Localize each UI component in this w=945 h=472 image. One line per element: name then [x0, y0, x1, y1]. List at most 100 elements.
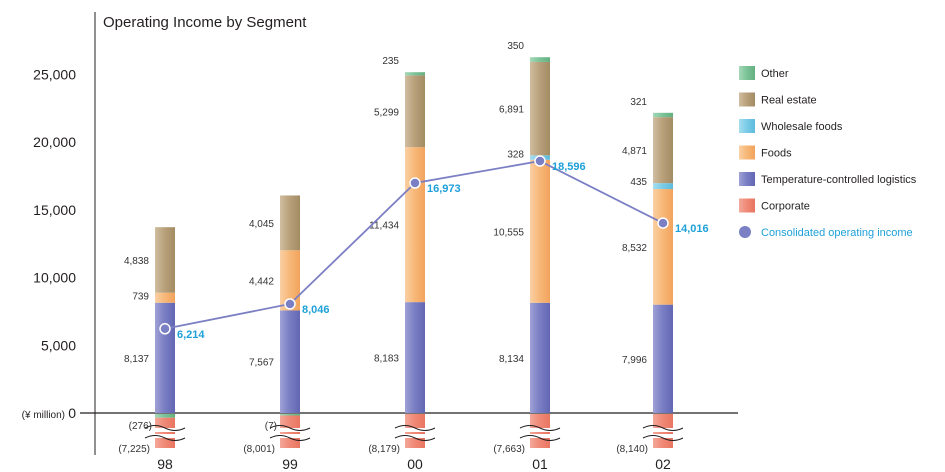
segment-value-label: 350 [507, 41, 524, 52]
legend-swatch [739, 66, 755, 80]
bars [144, 57, 684, 448]
segment-value-label: 321 [630, 97, 647, 108]
segment-value-label: 8,532 [622, 243, 647, 254]
axis-break-mark [519, 435, 561, 441]
y-tick-label: 10,000 [33, 270, 76, 286]
bar-segment-corporate [155, 417, 175, 448]
y-unit-label: (¥ million) [22, 410, 65, 421]
line-value-label: 16,973 [427, 183, 461, 195]
legend: Other Real estate Wholesale foods Foods Temp… [739, 66, 917, 239]
axis-break-mark [269, 435, 311, 441]
y-tick-label: 5,000 [41, 337, 76, 353]
bar-segment-foods [280, 250, 300, 311]
legend-label: Temperature-controlled logistics [761, 174, 917, 186]
axis-break-gap [643, 434, 683, 438]
segment-value-label: (276) [129, 421, 152, 432]
segment-value-label: 4,442 [249, 276, 274, 287]
segment-value-label: (7,225) [118, 444, 150, 455]
y-tick-label: 15,000 [33, 202, 76, 218]
bar-segment-logistics [405, 302, 425, 413]
segment-value-label: 4,871 [622, 146, 647, 157]
segment-value-label: 10,555 [493, 227, 524, 238]
axis-break-mark [144, 435, 186, 441]
bar-segment-other [405, 72, 425, 76]
segment-value-label: 8,134 [499, 354, 524, 365]
axis-break-mark [394, 425, 436, 431]
line-value-label: 18,596 [552, 161, 586, 173]
bar-segment-foods [653, 189, 673, 305]
segment-value-label: 6,891 [499, 105, 524, 116]
legend-label: Consolidated operating income [761, 227, 913, 239]
legend-label: Wholesale foods [761, 121, 843, 133]
segment-value-label: 435 [630, 177, 647, 188]
x-tick-label: 98 [157, 456, 173, 472]
legend-swatch [739, 92, 755, 107]
segment-value-label: (7,663) [493, 444, 525, 455]
x-tick-label: 00 [407, 456, 423, 472]
bar-segment-realestate [653, 117, 673, 184]
bar-segment-other [653, 112, 673, 118]
axis-break-mark [642, 435, 684, 441]
bar-segment-foods [155, 292, 175, 303]
line-point [657, 217, 669, 229]
legend-swatch-circle [739, 226, 751, 238]
legend-swatch [739, 119, 755, 133]
bar-segment-realestate [155, 227, 175, 293]
segment-labels: 8,137 739 4,838 (276) (7,225) 7,567 4,442 4,045… [118, 41, 648, 455]
axis-break-gap [395, 428, 435, 432]
bar-segment-foods [405, 147, 425, 303]
line-value-label: 8,046 [302, 304, 330, 316]
bar-segment-logistics [280, 310, 300, 413]
line-value-label: 14,016 [675, 223, 709, 235]
segment-value-label: (7) [265, 421, 277, 432]
line-point [409, 177, 421, 189]
segment-value-label: 4,045 [249, 219, 274, 230]
axis-break-mark [394, 435, 436, 441]
segment-value-label: 11,434 [369, 221, 399, 232]
bar-segment-other-negative [280, 414, 300, 416]
segment-value-label: 4,838 [124, 256, 149, 267]
axis-break-mark [144, 425, 186, 431]
bar-segment-realestate [280, 195, 300, 251]
segment-value-label: (8,140) [616, 444, 648, 455]
bar-segment-wholesale [653, 183, 673, 190]
segment-value-label: (8,001) [243, 444, 275, 455]
axis-break-mark [269, 425, 311, 431]
segment-value-label: (8,179) [368, 444, 400, 455]
axis-break-gap [520, 428, 560, 432]
segment-value-label: 5,299 [374, 107, 399, 118]
bar-segment-logistics [530, 302, 550, 413]
line-point [159, 323, 171, 335]
axis-break-mark [642, 425, 684, 431]
line-value-label: 6,214 [177, 329, 205, 341]
bar-segment-logistics [653, 304, 673, 413]
line-point [534, 155, 546, 167]
y-tick-label: 25,000 [33, 66, 76, 82]
segment-value-label: 739 [132, 292, 149, 303]
axis-break-gap [643, 428, 683, 432]
bar-segment-foods [530, 159, 550, 303]
chart-title: Operating Income by Segment [103, 14, 307, 31]
segment-value-label: 8,137 [124, 354, 149, 365]
segment-value-label: 328 [507, 149, 524, 160]
bar-segment-realestate [530, 61, 550, 156]
x-tick-label: 99 [282, 456, 298, 472]
segment-value-label: 7,996 [622, 355, 647, 366]
bar-segment-other [530, 57, 550, 62]
legend-swatch [739, 145, 755, 160]
bar-segment-logistics [155, 302, 175, 413]
legend-label: Corporate [761, 201, 810, 213]
axis-break-gap [145, 434, 185, 438]
legend-label: Foods [761, 148, 792, 160]
consolidated-line: 6,214 8,046 16,973 18,596 14,016 [159, 155, 709, 341]
axis-break-mark [519, 425, 561, 431]
axis-break-gap [395, 434, 435, 438]
legend-swatch [739, 172, 755, 186]
axis-break-gap [270, 428, 310, 432]
bar-segment-realestate [405, 75, 425, 148]
segment-value-label: 235 [382, 56, 399, 67]
x-tick-label: 01 [532, 456, 548, 472]
legend-label: Real estate [761, 95, 817, 107]
bar-segment-other-negative [155, 414, 175, 418]
